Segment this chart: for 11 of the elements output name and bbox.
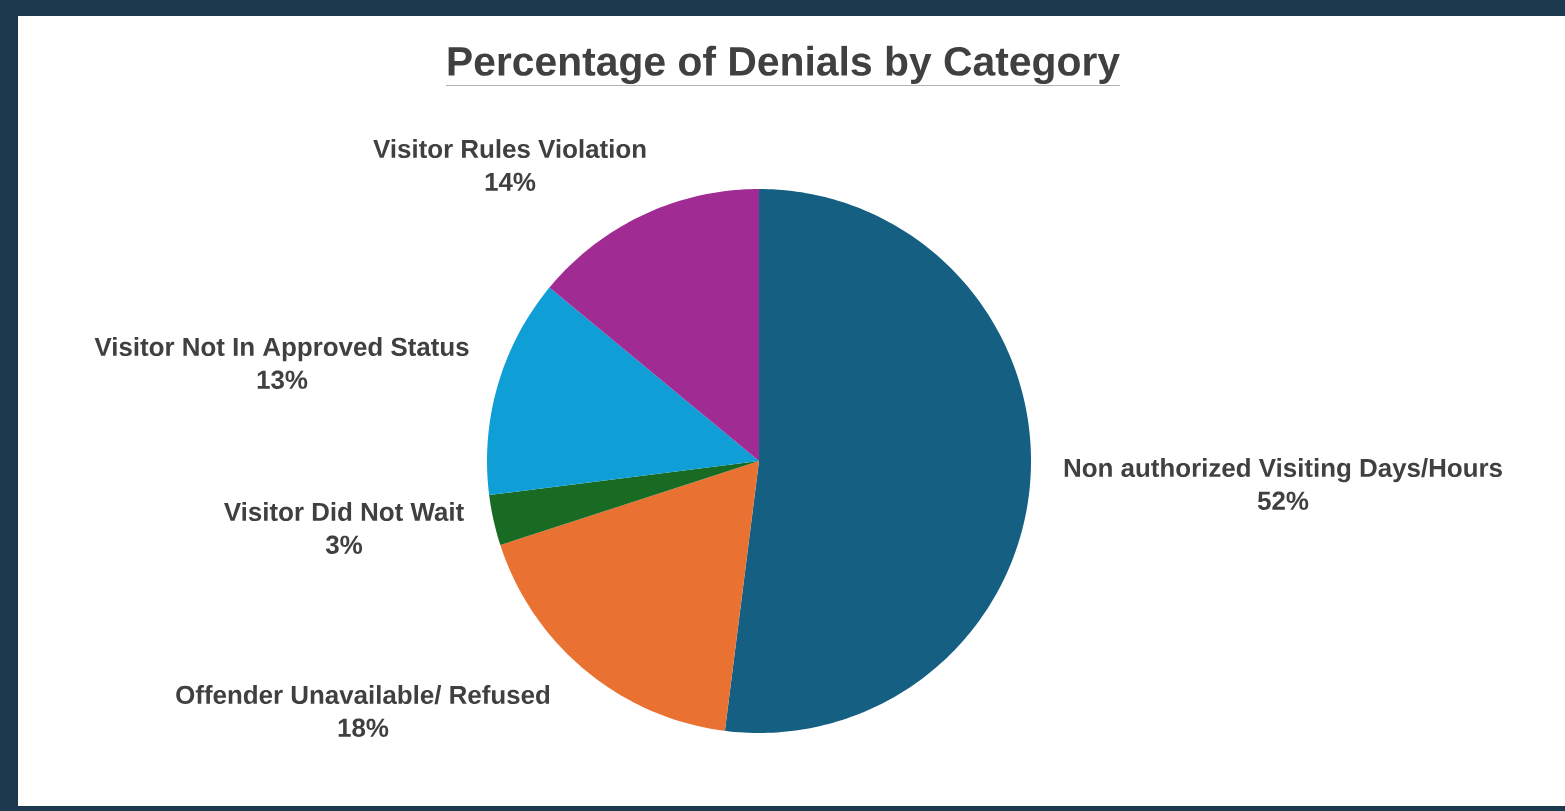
chart-title: Percentage of Denials by Category	[448, 45, 1120, 85]
data-label: 52%	[1257, 491, 1309, 510]
data-label: 14%	[485, 172, 536, 191]
data-label: 3%	[325, 535, 363, 554]
slice-label: Visitor Not In Approved Status	[94, 337, 469, 362]
data-label: 18%	[338, 718, 389, 737]
data-label: 13%	[257, 370, 308, 389]
slice-label: Non authorized Visiting Days/Hours	[1064, 458, 1502, 483]
slice-label: Offender Unavailable/ Refused	[176, 685, 550, 705]
slice-label: Visitor Did Not Wait	[224, 502, 464, 522]
slice-label: Visitor Rules Violation	[373, 139, 646, 159]
